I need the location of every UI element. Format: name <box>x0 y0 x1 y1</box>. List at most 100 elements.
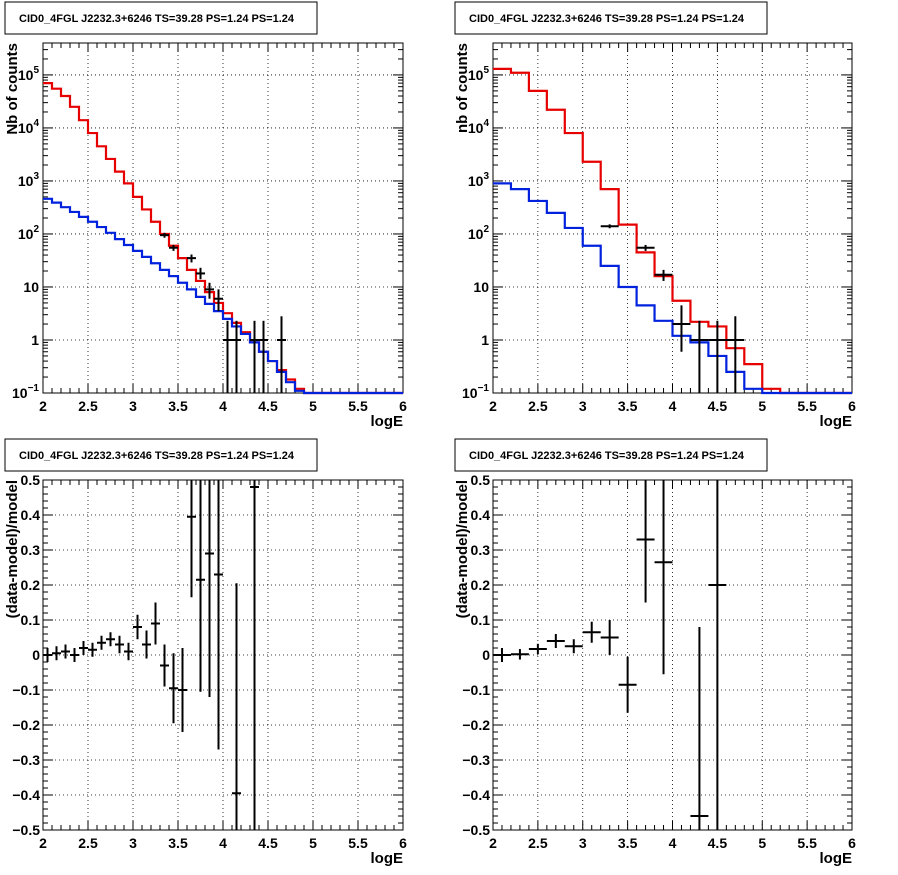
data-point <box>232 320 241 393</box>
data-point <box>187 254 196 263</box>
data-point <box>178 648 187 732</box>
data-point <box>690 320 709 393</box>
data-point <box>169 244 178 251</box>
y-tick-label: 103 <box>18 171 40 189</box>
x-tick-label: 2.5 <box>528 398 548 414</box>
y-tick-label: 102 <box>468 224 490 242</box>
panel-counts-right: CID0_4FGL J2232.3+6246 TS=39.28 PS=1.24 … <box>454 1 856 430</box>
series-data <box>600 224 745 393</box>
title-box <box>4 438 318 472</box>
data-point <box>528 643 547 655</box>
y-tick-label: 0.1 <box>21 612 41 628</box>
y-tick-label: −0.3 <box>462 752 490 768</box>
y-tick-label: 0.1 <box>471 612 491 628</box>
x-tick-label: 5.5 <box>348 398 368 414</box>
x-tick-label: 2 <box>39 835 47 851</box>
series-data <box>43 480 259 830</box>
series-model-component <box>43 197 403 395</box>
x-axis-label: logE <box>371 413 404 430</box>
y-tick-label: −0.4 <box>462 787 490 803</box>
data-point <box>169 653 178 724</box>
x-axis-label: logE <box>820 413 853 430</box>
y-tick-label: 0.3 <box>471 542 491 558</box>
x-tick-label: 6 <box>848 835 856 851</box>
data-point <box>493 648 511 662</box>
y-tick-label: 1 <box>31 332 39 348</box>
x-tick-label: 4 <box>669 835 677 851</box>
data-point <box>564 639 583 654</box>
data-point <box>196 480 205 692</box>
y-tick-label: 0.5 <box>21 472 41 488</box>
y-tick-label: 10 <box>23 279 39 295</box>
x-tick-label: 4.5 <box>258 835 278 851</box>
data-point <box>61 644 70 659</box>
series-model-component <box>493 182 852 395</box>
x-tick-label: 5 <box>758 398 766 414</box>
data-point <box>726 316 745 393</box>
data-point <box>187 480 196 598</box>
y-tick-label: −0.5 <box>12 822 40 838</box>
data-point <box>708 320 727 393</box>
series-model-total <box>43 82 403 395</box>
y-tick-label: 104 <box>18 118 40 136</box>
x-tick-label: 4.5 <box>258 398 278 414</box>
x-tick-label: 3 <box>129 835 137 851</box>
panel-counts-left: CID0_4FGL J2232.3+6246 TS=39.28 PS=1.24 … <box>4 1 407 430</box>
x-tick-label: 4.5 <box>708 398 728 414</box>
data-point <box>654 269 673 281</box>
data-point <box>214 289 223 312</box>
data-point <box>510 649 529 660</box>
y-tick-label: −0.5 <box>462 822 490 838</box>
series-data <box>493 480 727 830</box>
y-tick-label: −0.1 <box>12 682 40 698</box>
y-tick-label: 0.4 <box>21 507 41 523</box>
x-tick-label: 5 <box>309 398 317 414</box>
x-tick-label: 5.5 <box>797 398 817 414</box>
data-point <box>600 620 619 655</box>
data-point <box>124 642 133 661</box>
x-tick-label: 3.5 <box>168 835 188 851</box>
x-tick-label: 4.5 <box>708 835 728 851</box>
y-tick-label: 0.3 <box>21 542 41 558</box>
data-point <box>43 648 52 662</box>
x-axis-label: logE <box>820 850 853 867</box>
data-point <box>196 267 205 280</box>
y-tick-label: 0 <box>482 647 490 663</box>
data-point <box>546 634 565 648</box>
y-axis-label: (data-model)/model <box>4 480 21 618</box>
x-tick-label: 5.5 <box>797 835 817 851</box>
x-tick-label: 3 <box>129 398 137 414</box>
y-tick-label: 103 <box>468 171 490 189</box>
grid <box>43 480 403 830</box>
data-point <box>160 644 169 687</box>
y-tick-label: −0.2 <box>12 717 40 733</box>
data-point <box>708 480 727 830</box>
x-tick-label: 2 <box>489 398 497 414</box>
data-point <box>79 641 88 655</box>
grid <box>493 480 852 830</box>
x-tick-label: 4 <box>219 398 227 414</box>
data-point <box>52 646 61 661</box>
y-tick-label: 0 <box>32 647 40 663</box>
x-tick-label: 4 <box>669 398 677 414</box>
y-tick-label: 102 <box>18 224 40 242</box>
data-point <box>582 621 601 643</box>
data-point <box>636 244 655 251</box>
data-point <box>142 630 151 659</box>
x-tick-label: 2.5 <box>78 398 98 414</box>
data-point <box>636 480 655 603</box>
x-tick-label: 4 <box>219 835 227 851</box>
x-tick-label: 3.5 <box>168 398 188 414</box>
y-tick-label: −0.1 <box>462 682 490 698</box>
x-tick-label: 3 <box>579 835 587 851</box>
x-tick-label: 6 <box>848 398 856 414</box>
series-data <box>160 232 286 393</box>
chart-title: CID0_4FGL J2232.3+6246 TS=39.28 PS=1.24 … <box>19 13 295 25</box>
x-tick-label: 5.5 <box>348 835 368 851</box>
